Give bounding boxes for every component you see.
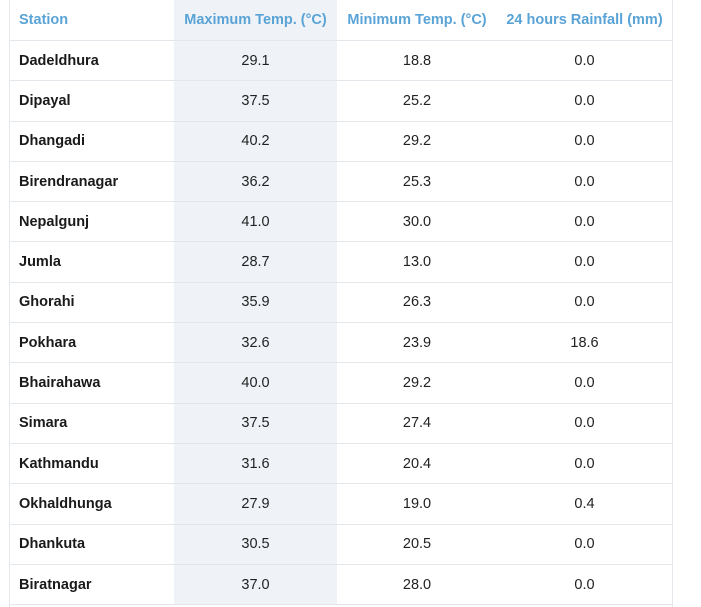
max-temp-cell: 40.2 <box>174 121 337 162</box>
min-temp-cell: 28.0 <box>337 564 497 606</box>
header-min-temp[interactable]: Minimum Temp. (°C) <box>337 0 497 41</box>
rainfall-cell: 0.0 <box>497 40 672 82</box>
station-cell: Pokhara <box>10 322 174 364</box>
station-cell: Bhairahawa <box>10 362 174 404</box>
max-temp-cell: 31.6 <box>174 443 337 485</box>
rainfall-cell: 0.0 <box>497 524 672 565</box>
table-row: Dhangadi 40.2 29.2 0.0 <box>10 121 672 162</box>
max-temp-cell: 36.2 <box>174 161 337 203</box>
rainfall-cell: 0.0 <box>497 80 672 122</box>
rainfall-cell: 0.0 <box>497 443 672 485</box>
min-temp-cell: 27.4 <box>337 403 497 444</box>
min-temp-cell: 20.5 <box>337 524 497 565</box>
max-temp-cell: 29.1 <box>174 40 337 82</box>
min-temp-cell: 25.3 <box>337 161 497 203</box>
rainfall-cell: 0.4 <box>497 483 672 525</box>
station-cell: Birendranagar <box>10 161 174 203</box>
max-temp-cell: 37.0 <box>174 564 337 606</box>
min-temp-cell: 23.9 <box>337 322 497 364</box>
table-row: Nepalgunj 41.0 30.0 0.0 <box>10 201 672 243</box>
table-row: Ghorahi 35.9 26.3 0.0 <box>10 282 672 324</box>
table-row: Biratnagar 37.0 28.0 0.0 <box>10 564 672 606</box>
station-cell: Dhangadi <box>10 121 174 162</box>
max-temp-cell: 41.0 <box>174 201 337 243</box>
min-temp-cell: 26.3 <box>337 282 497 324</box>
station-cell: Biratnagar <box>10 564 174 606</box>
min-temp-cell: 18.8 <box>337 40 497 82</box>
table-row: Dipayal 37.5 25.2 0.0 <box>10 80 672 122</box>
table-row: Birendranagar 36.2 25.3 0.0 <box>10 161 672 203</box>
min-temp-cell: 19.0 <box>337 483 497 525</box>
min-temp-cell: 30.0 <box>337 201 497 243</box>
table-body: Dadeldhura 29.1 18.8 0.0 Dipayal 37.5 25… <box>10 40 672 606</box>
rainfall-cell: 0.0 <box>497 564 672 606</box>
table-row: Bhairahawa 40.0 29.2 0.0 <box>10 362 672 404</box>
max-temp-cell: 37.5 <box>174 80 337 122</box>
header-row: Station Maximum Temp. (°C) Minimum Temp.… <box>10 0 672 41</box>
weather-table-container: Station Maximum Temp. (°C) Minimum Temp.… <box>9 0 673 607</box>
max-temp-cell: 37.5 <box>174 403 337 444</box>
table-row: Dhankuta 30.5 20.5 0.0 <box>10 524 672 565</box>
station-cell: Nepalgunj <box>10 201 174 243</box>
rainfall-cell: 0.0 <box>497 121 672 162</box>
rainfall-cell: 0.0 <box>497 403 672 444</box>
header-rainfall[interactable]: 24 hours Rainfall (mm) <box>497 0 672 41</box>
station-cell: Okhaldhunga <box>10 483 174 525</box>
table-row: Jumla 28.7 13.0 0.0 <box>10 241 672 283</box>
max-temp-cell: 35.9 <box>174 282 337 324</box>
max-temp-cell: 32.6 <box>174 322 337 364</box>
rainfall-cell: 0.0 <box>497 362 672 404</box>
rainfall-cell: 18.6 <box>497 322 672 364</box>
table-row: Simara 37.5 27.4 0.0 <box>10 403 672 444</box>
rainfall-cell: 0.0 <box>497 241 672 283</box>
weather-table: Station Maximum Temp. (°C) Minimum Temp.… <box>10 0 672 606</box>
min-temp-cell: 29.2 <box>337 362 497 404</box>
rainfall-cell: 0.0 <box>497 201 672 243</box>
station-cell: Simara <box>10 403 174 444</box>
station-cell: Kathmandu <box>10 443 174 485</box>
max-temp-cell: 30.5 <box>174 524 337 565</box>
rainfall-cell: 0.0 <box>497 161 672 203</box>
max-temp-cell: 27.9 <box>174 483 337 525</box>
table-row: Pokhara 32.6 23.9 18.6 <box>10 322 672 364</box>
min-temp-cell: 20.4 <box>337 443 497 485</box>
min-temp-cell: 29.2 <box>337 121 497 162</box>
min-temp-cell: 13.0 <box>337 241 497 283</box>
table-row: Okhaldhunga 27.9 19.0 0.4 <box>10 483 672 525</box>
station-cell: Dipayal <box>10 80 174 122</box>
rainfall-cell: 0.0 <box>497 282 672 324</box>
header-station[interactable]: Station <box>10 0 174 41</box>
table-row: Kathmandu 31.6 20.4 0.0 <box>10 443 672 485</box>
table-row: Dadeldhura 29.1 18.8 0.0 <box>10 40 672 82</box>
max-temp-cell: 28.7 <box>174 241 337 283</box>
table-header: Station Maximum Temp. (°C) Minimum Temp.… <box>10 0 672 41</box>
min-temp-cell: 25.2 <box>337 80 497 122</box>
station-cell: Dadeldhura <box>10 40 174 82</box>
header-max-temp[interactable]: Maximum Temp. (°C) <box>174 0 337 41</box>
station-cell: Ghorahi <box>10 282 174 324</box>
station-cell: Jumla <box>10 241 174 283</box>
station-cell: Dhankuta <box>10 524 174 565</box>
max-temp-cell: 40.0 <box>174 362 337 404</box>
